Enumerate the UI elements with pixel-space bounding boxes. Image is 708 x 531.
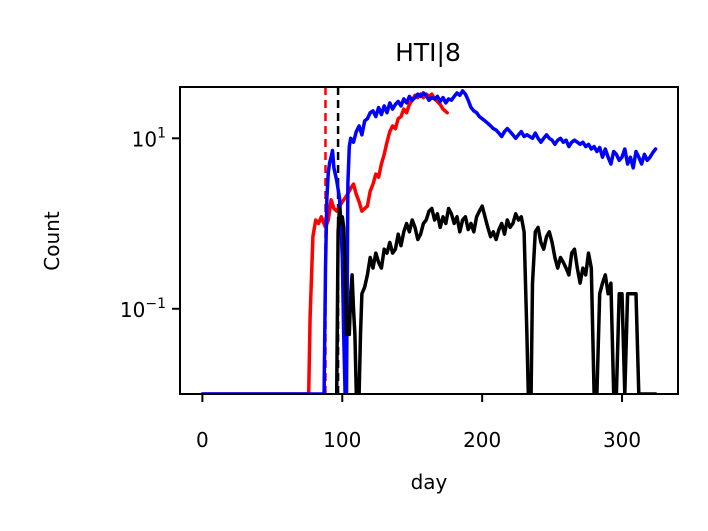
series-line-2: [334, 204, 658, 394]
y-tick-label: 101: [132, 125, 166, 151]
x-tick-label: 100: [323, 428, 361, 452]
x-tick-label: 200: [463, 428, 501, 452]
plot-area: [179, 86, 679, 395]
y-axis: 101 10−1: [120, 125, 180, 322]
chart-title: HTI|8: [395, 38, 461, 67]
series-line-1: [200, 89, 658, 394]
x-tick-label: 300: [603, 428, 641, 452]
x-axis: 0 100 200 300: [196, 394, 641, 452]
series-line-0: [200, 92, 449, 394]
y-tick-label: 10−1: [120, 296, 166, 322]
x-tick-label: 0: [196, 428, 209, 452]
plot-frame: [179, 86, 679, 395]
y-axis-label: Count: [40, 211, 64, 271]
x-axis-label: day: [411, 470, 448, 494]
series-layer: [200, 89, 658, 394]
